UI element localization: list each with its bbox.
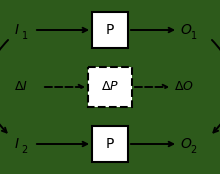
- Text: $1$: $1$: [21, 29, 28, 41]
- Text: $O$: $O$: [180, 137, 192, 151]
- Bar: [88, 67, 132, 107]
- Text: $2$: $2$: [190, 143, 197, 155]
- Text: $\Delta P$: $\Delta P$: [101, 81, 119, 93]
- Text: $1$: $1$: [190, 29, 197, 41]
- Bar: [92, 12, 128, 48]
- Text: $2$: $2$: [21, 143, 28, 155]
- Bar: [92, 126, 128, 162]
- Text: P: P: [106, 23, 114, 37]
- Text: $I$: $I$: [14, 23, 20, 37]
- Text: $I$: $I$: [14, 137, 20, 151]
- Text: $O$: $O$: [180, 23, 192, 37]
- Text: P: P: [106, 137, 114, 151]
- Text: $\Delta I$: $\Delta I$: [14, 81, 28, 93]
- Text: $\Delta O$: $\Delta O$: [174, 81, 194, 93]
